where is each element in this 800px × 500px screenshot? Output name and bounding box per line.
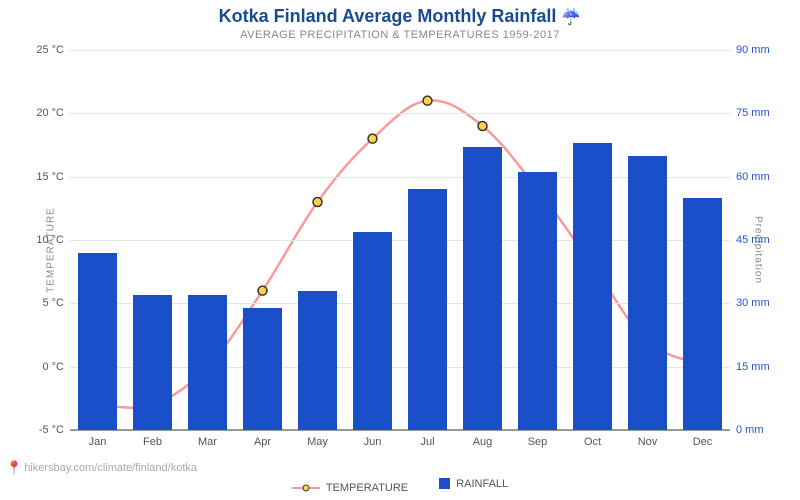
temperature-marker — [368, 134, 377, 143]
temperature-marker — [258, 286, 267, 295]
ytick-left: 15 °C — [36, 171, 70, 183]
xtick: Dec — [693, 430, 713, 448]
xtick: Oct — [584, 430, 601, 448]
rainfall-bar — [683, 198, 722, 430]
xtick: May — [307, 430, 328, 448]
ytick-right: 0 mm — [730, 424, 764, 436]
ytick-left: 5 °C — [42, 297, 70, 309]
xtick: Mar — [198, 430, 217, 448]
chart-subtitle: AVERAGE PRECIPITATION & TEMPERATURES 195… — [0, 29, 800, 41]
ytick-left: 25 °C — [36, 44, 70, 56]
xtick: Apr — [254, 430, 271, 448]
rainfall-bar — [243, 308, 282, 430]
rainfall-bar — [628, 156, 667, 430]
xtick: Feb — [143, 430, 162, 448]
ytick-left: 0 °C — [42, 361, 70, 373]
legend-marker-icon — [302, 485, 309, 492]
ytick-right: 30 mm — [730, 297, 770, 309]
title-area: Kotka Finland Average Monthly Rainfall ☔… — [0, 0, 800, 41]
xtick: Sep — [528, 430, 548, 448]
temperature-marker — [313, 198, 322, 207]
y-axis-right-label: Precipitation — [752, 216, 763, 284]
gridline — [70, 50, 730, 51]
chart-container: Kotka Finland Average Monthly Rainfall ☔… — [0, 0, 800, 500]
legend-temp-label: TEMPERATURE — [326, 482, 408, 494]
ytick-right: 60 mm — [730, 171, 770, 183]
xtick: Jun — [364, 430, 382, 448]
rainfall-bar — [78, 253, 117, 430]
pin-icon: 📍 — [6, 460, 22, 476]
legend-line-swatch — [292, 487, 320, 489]
legend: TEMPERATURE RAINFALL — [0, 478, 800, 495]
ytick-right: 90 mm — [730, 44, 770, 56]
chart-title: Kotka Finland Average Monthly Rainfall ☔ — [0, 6, 800, 27]
rainfall-bar — [518, 172, 557, 430]
rainfall-bar — [188, 295, 227, 430]
xtick: Jul — [420, 430, 434, 448]
rainfall-bar — [463, 147, 502, 430]
rainfall-bar — [298, 291, 337, 430]
legend-item-rainfall: RAINFALL — [439, 478, 508, 490]
ytick-left: 10 °C — [36, 234, 70, 246]
gridline — [70, 113, 730, 114]
temperature-marker — [423, 96, 432, 105]
legend-rain-label: RAINFALL — [456, 478, 508, 490]
xtick: Aug — [473, 430, 493, 448]
rainfall-bar — [353, 232, 392, 430]
temperature-marker — [478, 122, 487, 131]
xtick: Jan — [89, 430, 107, 448]
rainfall-bar — [133, 295, 172, 430]
legend-item-temperature: TEMPERATURE — [292, 482, 408, 494]
attribution-text: hikersbay.com/climate/finland/kotka — [24, 462, 197, 474]
rainfall-bar — [408, 189, 447, 430]
attribution: 📍 hikersbay.com/climate/finland/kotka — [6, 460, 197, 476]
ytick-right: 75 mm — [730, 107, 770, 119]
title-text: Kotka Finland Average Monthly Rainfall — [219, 6, 557, 26]
legend-bar-swatch — [439, 478, 450, 489]
xtick: Nov — [638, 430, 658, 448]
umbrella-icon: ☔ — [561, 9, 581, 26]
ytick-left: 20 °C — [36, 107, 70, 119]
ytick-right: 45 mm — [730, 234, 770, 246]
ytick-right: 15 mm — [730, 361, 770, 373]
ytick-left: -5 °C — [39, 424, 70, 436]
rainfall-bar — [573, 143, 612, 430]
plot-area: -5 °C0 °C5 °C10 °C15 °C20 °C25 °C0 mm15 … — [70, 50, 730, 430]
y-axis-left-label: TEMPERATURE — [45, 207, 56, 293]
